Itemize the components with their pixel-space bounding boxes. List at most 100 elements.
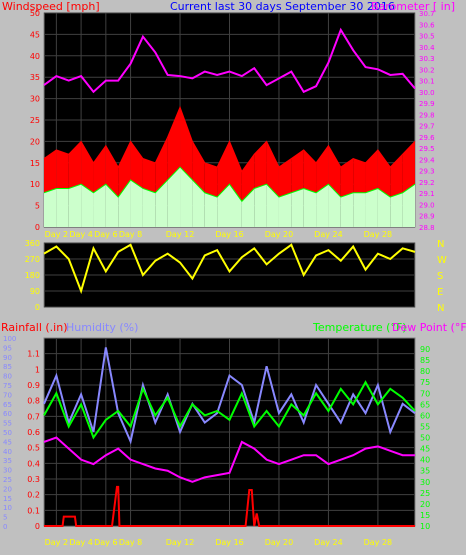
gust-segment (56, 149, 69, 189)
tick-label: 30.0 (419, 89, 435, 97)
tick-label: 50 (420, 434, 430, 443)
tick-label: 29.6 (419, 134, 435, 142)
average-segment (365, 188, 378, 227)
tick-label: 65 (3, 401, 12, 409)
top-day-labels: Day 2 Day 4 Day 6 Day 8 Day 12 Day 16 Day 20 Da… (45, 230, 393, 239)
barometer-line (43, 27, 416, 94)
tick-label: 80 (420, 367, 430, 376)
average-segment (192, 179, 205, 227)
average-segment (353, 192, 366, 227)
temperature-axis-ticks: 10 15 20 25 30 35 40 45 50 55 60 65 70 75 80 85 90 (420, 345, 430, 531)
day-label: Day 24 (314, 538, 343, 547)
tick-label: 0.9 (27, 381, 40, 390)
average-segment (81, 184, 94, 227)
average-segment (130, 179, 143, 227)
tick-label: 85 (420, 356, 430, 365)
gust-segment (278, 158, 292, 198)
day-label: Day 28 (364, 538, 393, 547)
tick-label: 29.3 (419, 168, 435, 176)
gust-segment (180, 107, 193, 180)
tick-label: 55 (3, 420, 12, 428)
direction-grid (44, 242, 415, 308)
average-segment (204, 192, 218, 227)
tick-label: 40 (420, 456, 430, 465)
tick-label: 45 (420, 445, 430, 454)
day-label: Day 4 (69, 230, 92, 239)
gust-segment (340, 158, 354, 198)
gust-segment (118, 141, 131, 198)
day-label: Day 4 (69, 538, 92, 547)
tick-label: 10 (3, 504, 12, 512)
chart-title: Current last 30 days September 30 2016 (170, 0, 395, 13)
gust-segment (130, 141, 143, 189)
tick-label: 60 (3, 410, 12, 418)
tick-label: 30 (420, 478, 430, 487)
average-segment (155, 179, 168, 227)
tick-label: 30.2 (419, 66, 435, 74)
tick-label: 30 (30, 95, 40, 104)
tick-label: 0 (35, 522, 40, 531)
day-label: Day 8 (119, 538, 142, 547)
dew-point-line (43, 436, 415, 483)
gust-segment (303, 149, 317, 193)
tick-label: 30.3 (419, 55, 435, 63)
gust-segment (81, 141, 94, 193)
tick-label: 0.3 (27, 475, 40, 484)
tick-label: 29.4 (419, 156, 435, 164)
average-segment (390, 192, 403, 227)
tick-label: 25 (420, 489, 430, 498)
tick-label: 0.2 (27, 491, 40, 500)
gust-segment (204, 162, 218, 198)
gust-segment (44, 149, 57, 193)
tick-label: 29.5 (419, 145, 435, 153)
average-segment (328, 184, 341, 227)
average-segment (118, 179, 131, 227)
tick-label: 25 (30, 116, 40, 125)
tick-label: 0.8 (27, 397, 40, 406)
tick-label: 75 (3, 382, 12, 390)
gust-segment (142, 158, 156, 193)
average-segment (167, 167, 181, 227)
tick-label: 70 (420, 389, 430, 398)
tick-label: 29.2 (419, 179, 435, 187)
day-label: Day 16 (215, 230, 244, 239)
day-label: Day 20 (265, 538, 294, 547)
gust-segment (93, 145, 106, 193)
tick-label: 90 (420, 345, 430, 354)
gust-segment (167, 107, 181, 180)
gust-segment (105, 145, 119, 198)
tick-label: 29.9 (419, 100, 435, 108)
rainfall-line (44, 485, 415, 527)
gust-segment (328, 145, 341, 198)
tick-label: 28.9 (419, 213, 435, 221)
tick-label: 30.7 (419, 10, 435, 18)
average-segment (93, 184, 106, 227)
tick-label: 65 (420, 400, 430, 409)
humidity-line (43, 347, 416, 445)
tick-label: 360 (25, 239, 40, 248)
tick-label: 40 (30, 52, 40, 61)
tick-label: 90 (30, 287, 40, 296)
gust-segment (155, 137, 168, 193)
tick-label: 50 (3, 429, 12, 437)
tick-label: 70 (3, 391, 12, 399)
tick-label: 180 (25, 271, 40, 280)
average-segment (44, 188, 57, 227)
gust-segment (316, 145, 329, 193)
tick-label: 1.1 (27, 350, 40, 359)
gust-segment (390, 154, 403, 198)
tick-label: 5 (3, 514, 7, 522)
tick-label: 30.6 (419, 21, 435, 29)
tick-label: 10 (420, 522, 430, 531)
day-label: Day 20 (265, 230, 294, 239)
compass-label: W (437, 255, 447, 266)
tick-label: 29.0 (419, 201, 435, 209)
gust-segment (266, 141, 279, 198)
tick-label: 85 (3, 363, 12, 371)
tick-label: 29.7 (419, 123, 435, 131)
windspeed-axis-ticks: 0 5 10 15 20 25 30 35 40 45 50 (30, 9, 40, 232)
tick-label: 55 (420, 422, 430, 431)
direction-series (43, 243, 416, 295)
day-label: Day 12 (166, 538, 195, 547)
